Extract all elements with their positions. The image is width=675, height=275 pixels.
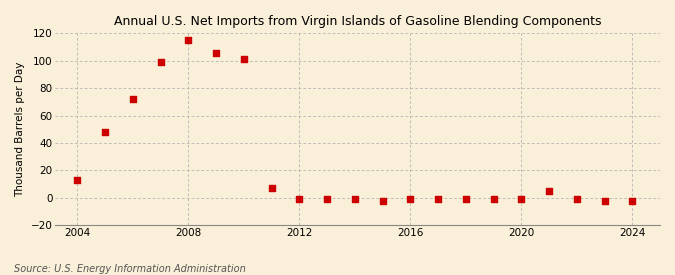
Point — [543, 189, 554, 193]
Point — [183, 38, 194, 42]
Point — [488, 197, 499, 201]
Point — [350, 197, 360, 201]
Point — [238, 57, 249, 62]
Point — [599, 198, 610, 203]
Point — [155, 60, 166, 64]
Point — [211, 50, 221, 55]
Point — [433, 197, 443, 201]
Title: Annual U.S. Net Imports from Virgin Islands of Gasoline Blending Components: Annual U.S. Net Imports from Virgin Isla… — [114, 15, 601, 28]
Point — [405, 197, 416, 201]
Point — [294, 197, 304, 201]
Point — [266, 186, 277, 190]
Point — [322, 197, 333, 201]
Text: Source: U.S. Energy Information Administration: Source: U.S. Energy Information Administ… — [14, 264, 245, 274]
Point — [128, 97, 138, 101]
Point — [72, 178, 83, 182]
Point — [100, 130, 111, 134]
Y-axis label: Thousand Barrels per Day: Thousand Barrels per Day — [15, 62, 25, 197]
Point — [45, 167, 55, 171]
Point — [460, 197, 471, 201]
Point — [516, 197, 526, 201]
Point — [377, 198, 388, 203]
Point — [627, 198, 638, 203]
Point — [571, 197, 582, 201]
